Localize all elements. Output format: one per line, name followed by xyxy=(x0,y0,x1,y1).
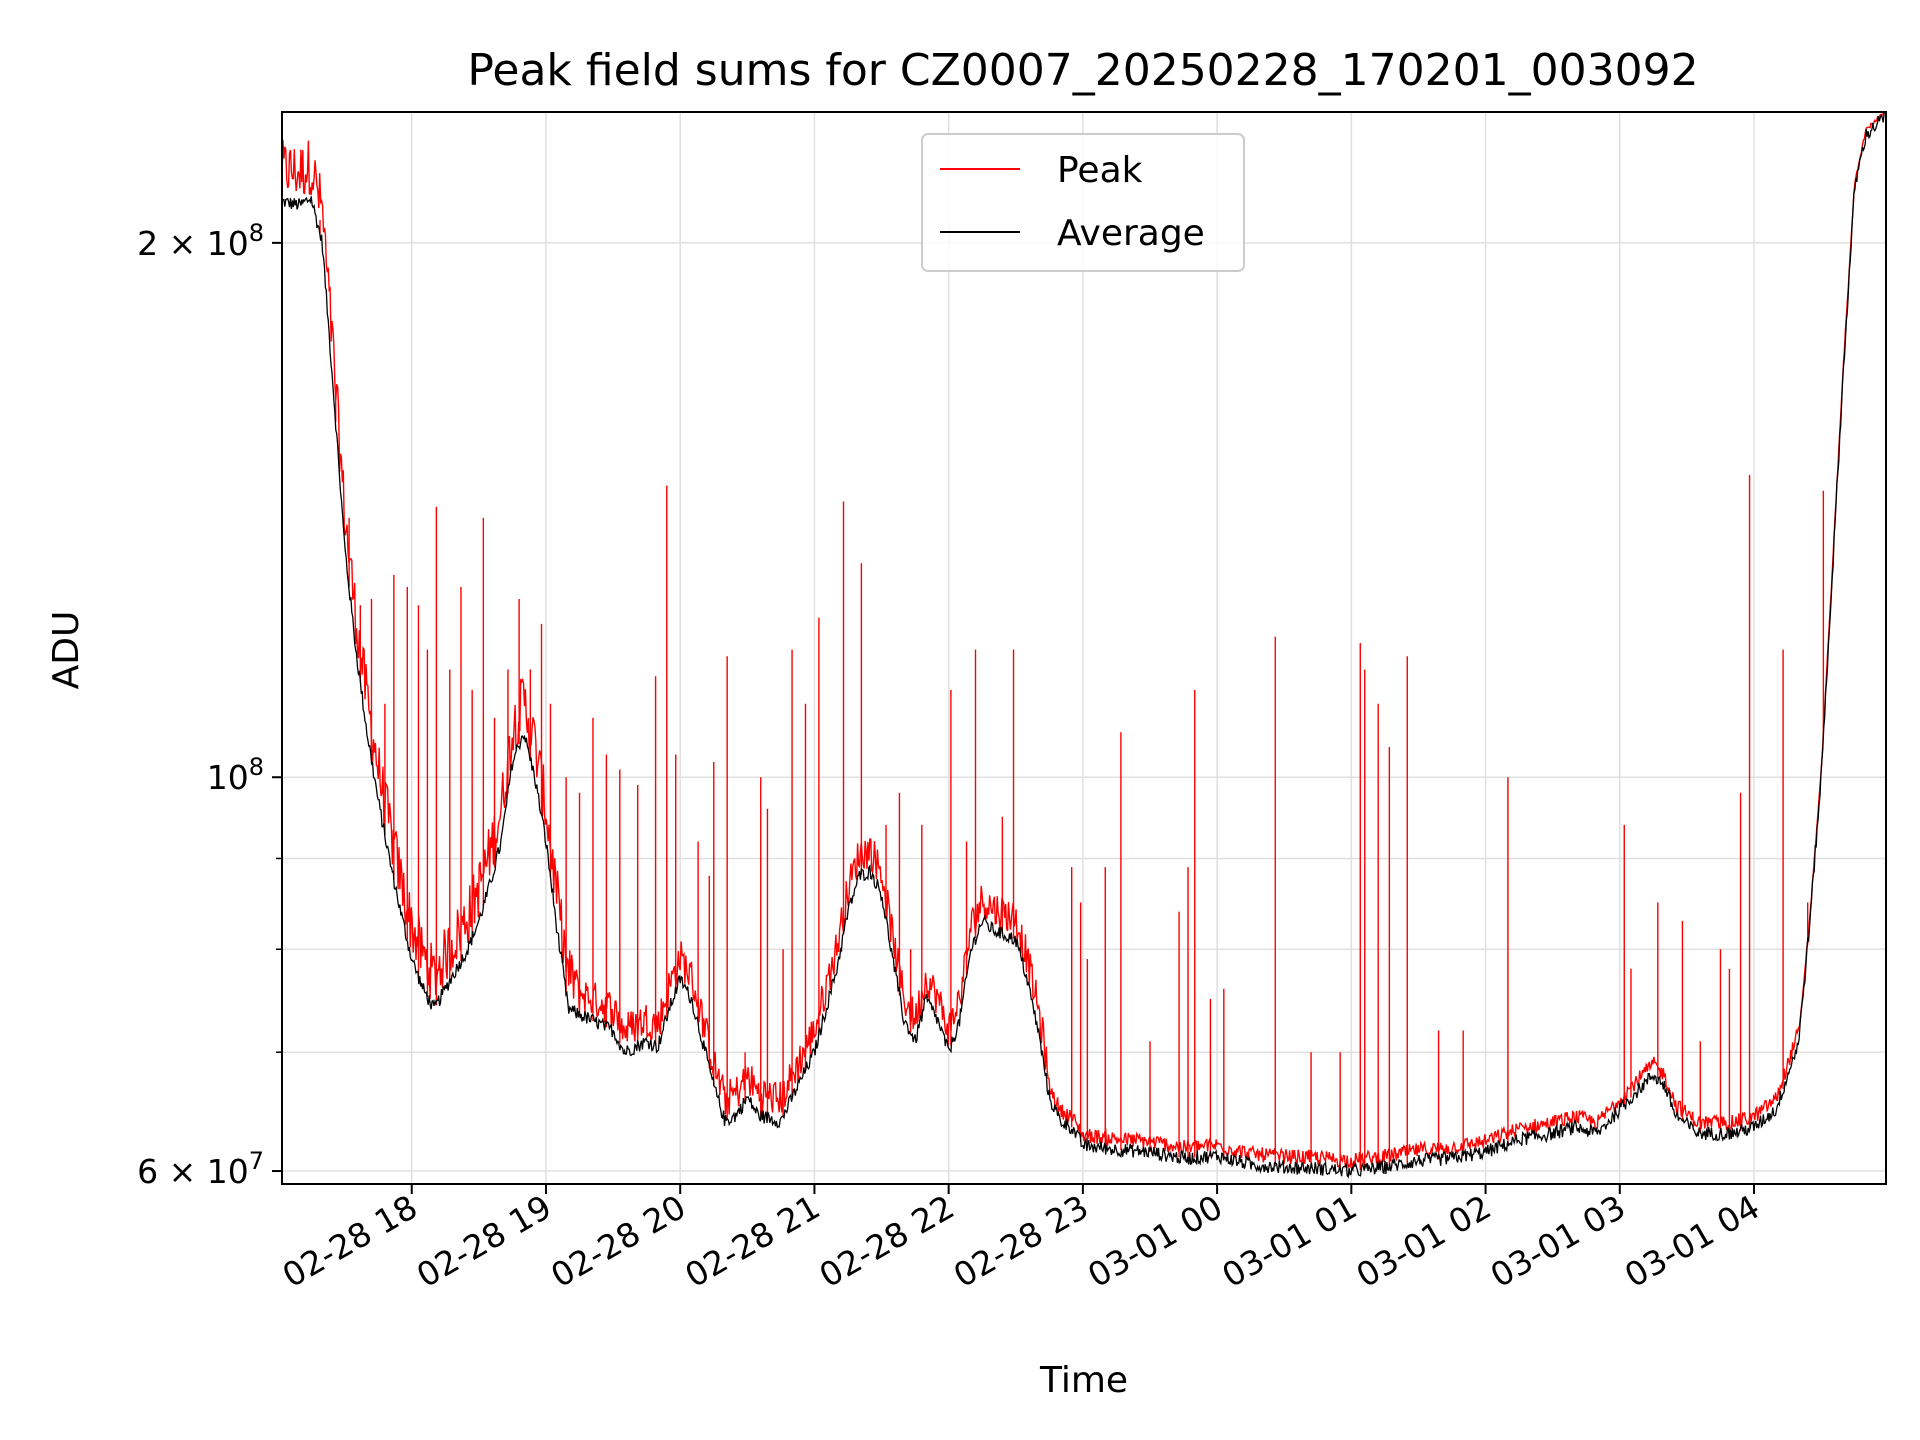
legend: Peak Average xyxy=(921,133,1245,272)
chart-title: Peak field sums for CZ0007_20250228_1702… xyxy=(467,45,1698,96)
grid-lines xyxy=(282,112,1886,1184)
legend-label-peak: Peak xyxy=(1057,150,1143,191)
y-tick-label: 108 xyxy=(207,753,264,797)
x-axis-label: Time xyxy=(1039,1360,1128,1401)
series-line-average xyxy=(282,112,1886,1179)
legend-label-average: Average xyxy=(1057,213,1205,254)
plot-frame xyxy=(281,111,1887,1185)
y-tick-label: 6 × 107 xyxy=(137,1147,264,1191)
plot-series xyxy=(282,112,1886,1179)
series-line-peak xyxy=(282,112,1886,1170)
y-axis-label: ADU xyxy=(46,611,87,690)
y-axis-ticks: 6 × 107 108 2 × 108 xyxy=(137,219,282,1191)
y-tick-label: 2 × 108 xyxy=(137,219,264,263)
